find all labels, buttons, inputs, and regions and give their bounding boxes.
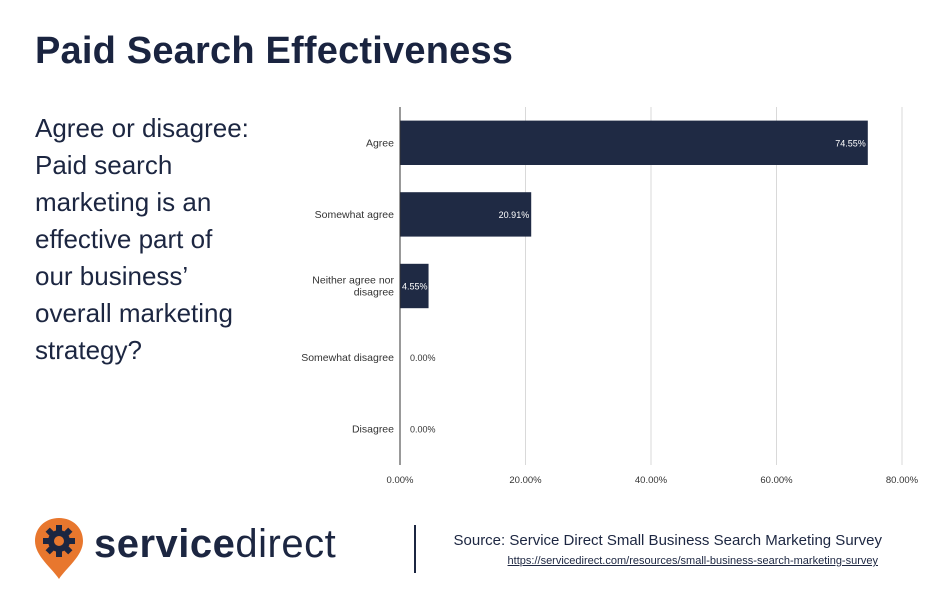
source-link[interactable]: https://servicedirect.com/resources/smal… (507, 555, 878, 567)
brand-light: direct (235, 522, 337, 566)
x-tick-label: 20.00% (509, 475, 542, 486)
category-label: Somewhat agree (315, 209, 395, 221)
category-label: Somewhat disagree (301, 352, 394, 364)
bar (400, 192, 532, 237)
x-tick-label: 0.00% (387, 475, 414, 486)
source-text: Source: Service Direct Small Business Se… (453, 532, 883, 549)
service-direct-logo: servicedirect (32, 516, 362, 586)
page-title: Paid Search Effectiveness (35, 30, 514, 72)
category-label: Agree (366, 137, 394, 149)
survey-question: Agree or disagree: Paid search marketing… (35, 113, 249, 365)
bar (400, 263, 429, 309)
x-tick-label: 80.00% (886, 475, 919, 486)
data-label: 0.00% (410, 353, 436, 363)
data-label: 20.91% (499, 210, 530, 220)
footer-divider (414, 525, 416, 573)
category-label: Neither agree nor disagree (312, 275, 394, 299)
gear-pin-icon (35, 518, 83, 579)
brand-wordmark: servicedirect (94, 522, 336, 567)
bar (400, 120, 868, 165)
x-tick-label: 40.00% (635, 475, 668, 486)
brand-bold: service (94, 522, 236, 566)
data-label: 4.55% (402, 282, 428, 292)
x-tick-label: 60.00% (760, 475, 793, 486)
data-label: 74.55% (835, 138, 866, 148)
bar-chart: 74.55% Agree 20.91% Somewhat agree 4.55% Neit… (301, 107, 919, 486)
data-label: 0.00% (410, 425, 436, 435)
category-label: Disagree (352, 424, 394, 436)
